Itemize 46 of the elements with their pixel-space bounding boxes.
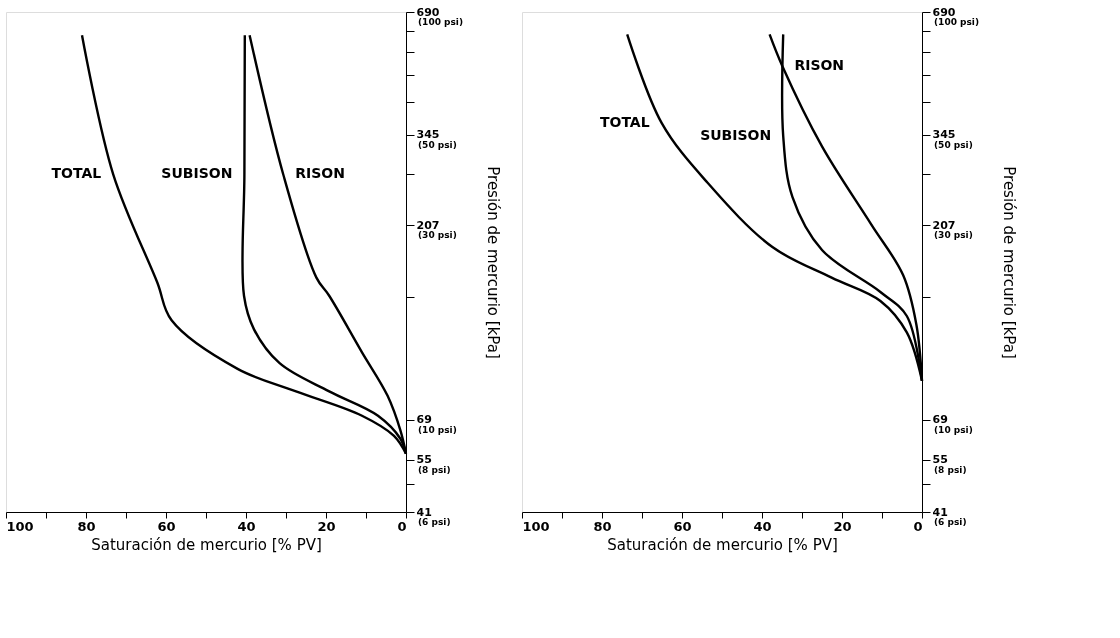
text: (50 psi) (934, 139, 973, 150)
x-tick-label: 80 (593, 518, 612, 534)
y-tick-label: 345 (932, 128, 956, 142)
y-tick-label: 345 (416, 128, 440, 142)
x-tick-label: 20 (317, 518, 336, 534)
y-tick-label: 69 (932, 413, 948, 427)
x-axis-title: Saturación de mercurio [% PV] (91, 535, 322, 554)
y-tick-label: 69 (416, 413, 432, 427)
text: (30 psi) (934, 230, 973, 241)
text: (6 psi) (418, 517, 451, 527)
x-tick-label: 40 (237, 518, 256, 534)
series-label: SUBISON (700, 126, 772, 143)
x-tick-label: 0 (913, 518, 923, 534)
text: (30 psi) (418, 230, 457, 241)
y-tick-label: 207 (932, 218, 956, 232)
x-tick-label: 20 (833, 518, 852, 534)
text: (100 psi) (418, 17, 464, 27)
x-tick-label: 40 (753, 518, 772, 534)
text: (100 psi) (934, 17, 980, 27)
y-tick-label: 207 (416, 218, 440, 232)
y-tick-label: 690 (932, 5, 956, 19)
text: (8 psi) (418, 464, 451, 475)
y-axis-title: Presión de mercurio [kPa] (1000, 166, 1019, 359)
series-label: RISON (794, 57, 845, 74)
y-axis-title: Presión de mercurio [kPa] (484, 166, 503, 359)
y-tick-label: 55 (416, 453, 432, 467)
text: (10 psi) (934, 424, 973, 435)
y-tick-label: 690 (416, 5, 440, 19)
y-tick-label: 55 (932, 453, 948, 467)
text: (10 psi) (418, 424, 457, 435)
text: (6 psi) (934, 517, 967, 527)
series-label: TOTAL (51, 165, 102, 182)
x-axis-title: Saturación de mercurio [% PV] (607, 535, 838, 554)
series-label: RISON (295, 165, 345, 182)
series-label: TOTAL (599, 113, 650, 130)
y-tick-label: 41 (932, 505, 948, 519)
x-tick-label: 60 (673, 518, 692, 534)
x-tick-label: 60 (157, 518, 176, 534)
x-tick-label: 0 (397, 518, 407, 534)
y-tick-label: 41 (416, 505, 432, 519)
x-tick-label: 80 (77, 518, 96, 534)
series-label: SUBISON (161, 165, 233, 182)
x-tick-label: 100 (522, 518, 550, 534)
x-tick-label: 100 (6, 518, 34, 534)
text: (8 psi) (934, 464, 967, 475)
text: (50 psi) (418, 139, 457, 150)
